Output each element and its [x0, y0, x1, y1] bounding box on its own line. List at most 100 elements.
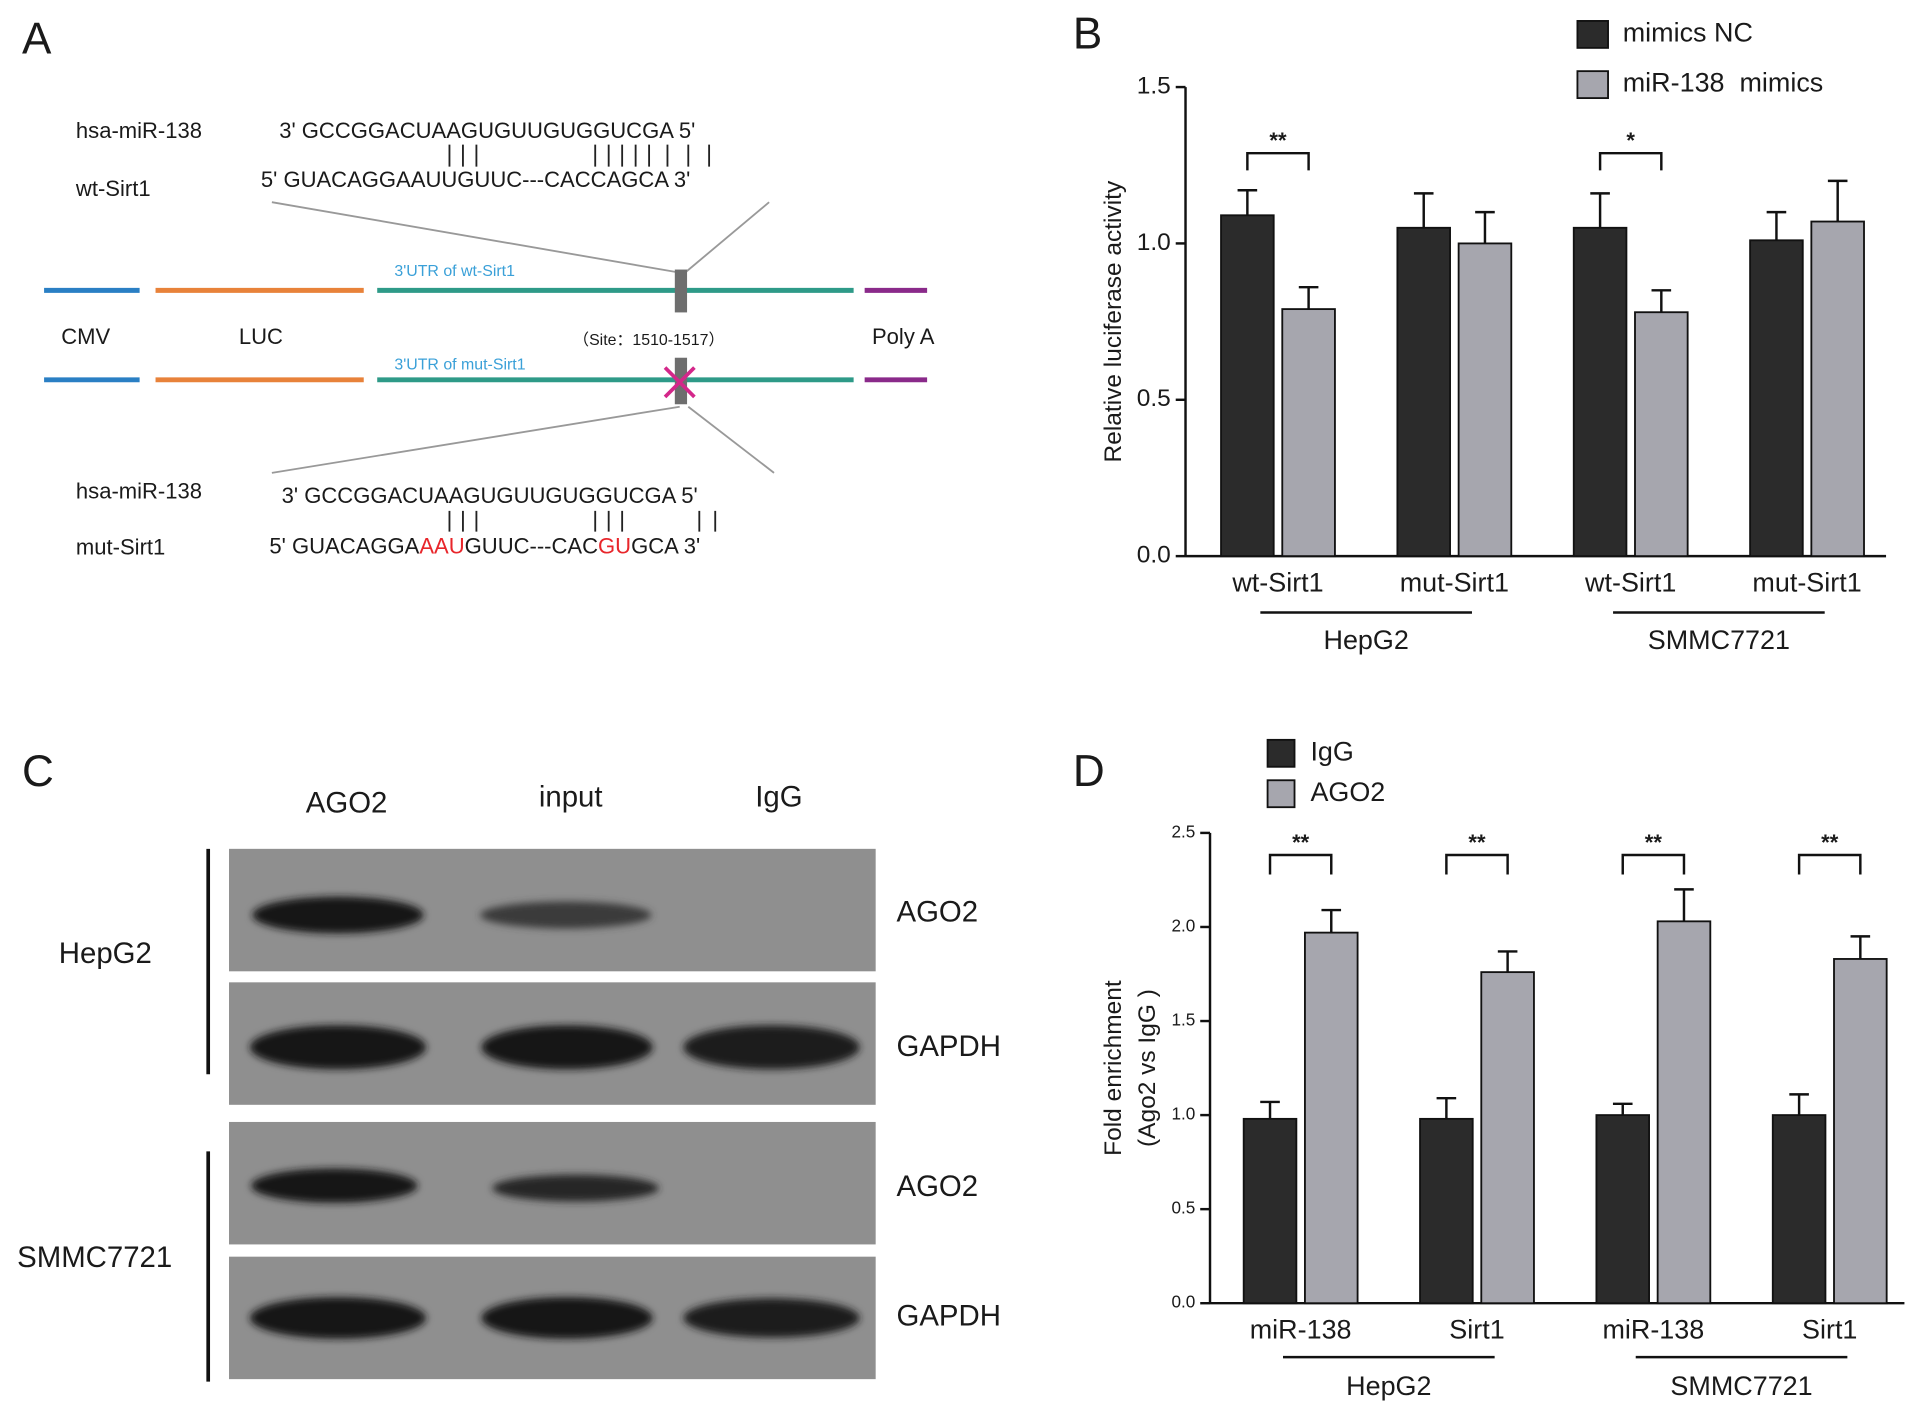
x-tick-label: wt-Sirt1 — [1584, 567, 1676, 597]
y-tick-label: 2.5 — [1172, 821, 1196, 841]
panel-label: A — [22, 14, 52, 63]
bar — [1634, 311, 1689, 558]
x-tick-label: miR-138 — [1602, 1314, 1704, 1344]
bar — [1480, 971, 1535, 1305]
utr-label: 3'UTR of mut-Sirt1 — [394, 356, 525, 373]
significance-label: ** — [1292, 830, 1310, 855]
significance-bracket — [1797, 853, 1862, 875]
significance-label: ** — [1645, 830, 1663, 855]
y-tick-label: 1.5 — [1172, 1010, 1196, 1030]
cell-line-label: HepG2 — [59, 937, 152, 970]
element-label: CMV — [61, 324, 110, 349]
mirna-name: hsa-miR-138 — [76, 478, 202, 503]
legend-swatch — [1266, 738, 1296, 768]
element-label: Poly A — [872, 324, 935, 349]
bar — [1749, 239, 1804, 558]
utr-label: 3'UTR of wt-Sirt1 — [394, 263, 515, 280]
y-tick-label: 0.5 — [1172, 1198, 1196, 1218]
x-tick-label: mut-Sirt1 — [1752, 567, 1861, 597]
sequence-segment: AAU — [419, 533, 464, 558]
significance-label: * — [1626, 128, 1635, 153]
error-bar — [1475, 210, 1495, 244]
significance-bracket — [1246, 151, 1310, 171]
target-name: wt-Sirt1 — [75, 176, 151, 201]
bar — [1833, 958, 1888, 1305]
significance-bracket — [1445, 853, 1509, 875]
bar — [1419, 1117, 1474, 1305]
mirna-seq: 3' GCCGGACUAAGUGUUGUGGUCGA 5' — [279, 118, 695, 143]
column-label: IgG — [755, 780, 802, 813]
error-bar — [1298, 285, 1319, 310]
legend-swatch — [1266, 779, 1296, 809]
target-label: GAPDH — [896, 1300, 1000, 1333]
legend-label: mimics NC — [1623, 18, 1753, 48]
y-tick-label: 0.0 — [1137, 542, 1171, 569]
target-seq: 5' GUACAGGAAUUGUUC---CACCAGCA 3' — [261, 167, 691, 192]
legend-label: miR-138 mimics — [1623, 68, 1824, 98]
bar — [1281, 308, 1336, 558]
error-bar — [1789, 1093, 1809, 1116]
error-bar — [1590, 192, 1610, 228]
legend-swatch — [1576, 70, 1609, 100]
bar — [1771, 1114, 1827, 1305]
sequence-segment: GCA 3' — [631, 533, 700, 558]
error-bar — [1651, 289, 1672, 313]
zoom-line — [271, 201, 677, 273]
group-label: SMMC7721 — [1648, 625, 1790, 655]
x-tick-label: mut-Sirt1 — [1400, 567, 1509, 597]
target-seq: 5' GUACAGGAAAUGUUC---CACGUGCA 3' — [269, 533, 700, 558]
panel-label: D — [1073, 747, 1105, 796]
bar — [1595, 1114, 1650, 1305]
y-axis-label: Fold enrichment — [1100, 980, 1127, 1156]
sequence-segment: GU — [598, 533, 631, 558]
x-tick-label: Sirt1 — [1802, 1314, 1857, 1344]
error-bar — [1612, 1102, 1633, 1116]
y-axis-label: Relative luciferase activity — [1100, 180, 1127, 462]
group-label: HepG2 — [1323, 625, 1408, 655]
y-tick-label: 1.0 — [1137, 229, 1171, 256]
y-tick-label: 2.0 — [1172, 916, 1196, 936]
bar — [1656, 920, 1712, 1305]
target-label: GAPDH — [896, 1030, 1000, 1063]
error-bar — [1436, 1096, 1457, 1119]
error-bar — [1497, 950, 1518, 973]
x-tick-label: Sirt1 — [1449, 1314, 1504, 1344]
bar — [1242, 1117, 1298, 1305]
site-box — [674, 269, 688, 313]
bands — [249, 896, 860, 1339]
column-label: AGO2 — [306, 787, 388, 820]
base-pairs — [448, 510, 717, 532]
group-label: HepG2 — [1346, 1371, 1431, 1401]
bar — [1457, 242, 1513, 558]
significance-label: ** — [1821, 830, 1839, 855]
zoom-line — [271, 405, 680, 474]
error-bar — [1413, 192, 1434, 228]
target-name: mut-Sirt1 — [76, 535, 165, 560]
y-tick-label: 0.5 — [1137, 385, 1171, 412]
panel-label: C — [22, 747, 54, 796]
legend-label: IgG — [1310, 736, 1353, 766]
x-tick-label: miR-138 — [1250, 1314, 1352, 1344]
error-bar — [1674, 888, 1694, 922]
group-label: SMMC7721 — [1670, 1371, 1812, 1401]
panel-a: A hsa-miR-138 3' GCCGGACUAAGUGUUGUGGUCGA… — [22, 14, 935, 559]
element-label: LUC — [239, 324, 283, 349]
error-bar — [1827, 179, 1848, 222]
panel-c: C AGO2 input IgG HepG2 SMMC7721 AGO2 GAP… — [17, 747, 1001, 1382]
significance-bracket — [1268, 853, 1333, 875]
mirna-name: hsa-miR-138 — [76, 118, 202, 143]
x-tick-label: wt-Sirt1 — [1231, 567, 1323, 597]
significance-bracket — [1598, 151, 1663, 171]
error-bar — [1237, 189, 1258, 216]
sequence-segment: GUUC---CAC — [465, 533, 598, 558]
target-label: AGO2 — [896, 896, 978, 929]
significance-bracket — [1621, 853, 1686, 875]
mirna-seq: 3' GCCGGACUAAGUGUUGUGGUCGA 5' — [282, 483, 698, 508]
bar — [1572, 226, 1628, 558]
mutation-mark — [663, 366, 696, 399]
y-tick-label: 1.5 — [1137, 73, 1171, 100]
y-axis-label: (Ago2 vs IgG ) — [1134, 989, 1161, 1147]
zoom-line — [687, 405, 775, 474]
